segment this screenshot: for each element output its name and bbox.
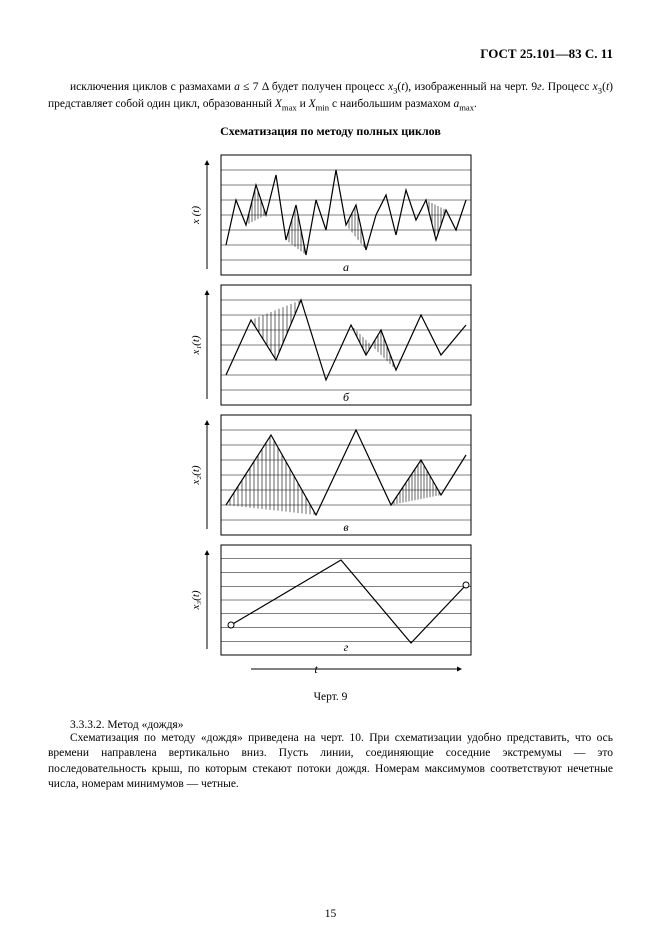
figure-title: Схематизация по методу полных циклов xyxy=(48,124,613,139)
section-number: 3.3.3.2. Метод «дождя» xyxy=(70,719,613,731)
figure-wrap: x (t)аx₁(t)бx₂(t)вx₃(t)гt xyxy=(48,145,613,685)
intro-paragraph: исключения циклов с размахами a ≤ 7 Δ бу… xyxy=(48,80,613,114)
figure-caption: Черт. 9 xyxy=(48,691,613,703)
page-number: 15 xyxy=(0,908,661,920)
section-text: Схематизация по методу «дождя» приведена… xyxy=(48,731,613,793)
page: ГОСТ 25.101—83 С. 11 исключения циклов с… xyxy=(0,0,661,936)
svg-text:x₁(t): x₁(t) xyxy=(190,335,202,355)
svg-text:x (t): x (t) xyxy=(190,206,202,225)
svg-text:в: в xyxy=(343,520,348,534)
figure-svg: x (t)аx₁(t)бx₂(t)вx₃(t)гt xyxy=(181,145,481,685)
svg-text:x₃(t): x₃(t) xyxy=(190,590,202,610)
svg-text:x₂(t): x₂(t) xyxy=(190,465,202,485)
svg-text:г: г xyxy=(343,640,348,654)
header-right: ГОСТ 25.101—83 С. 11 xyxy=(48,46,613,62)
svg-text:а: а xyxy=(343,260,349,274)
svg-text:б: б xyxy=(342,390,349,404)
